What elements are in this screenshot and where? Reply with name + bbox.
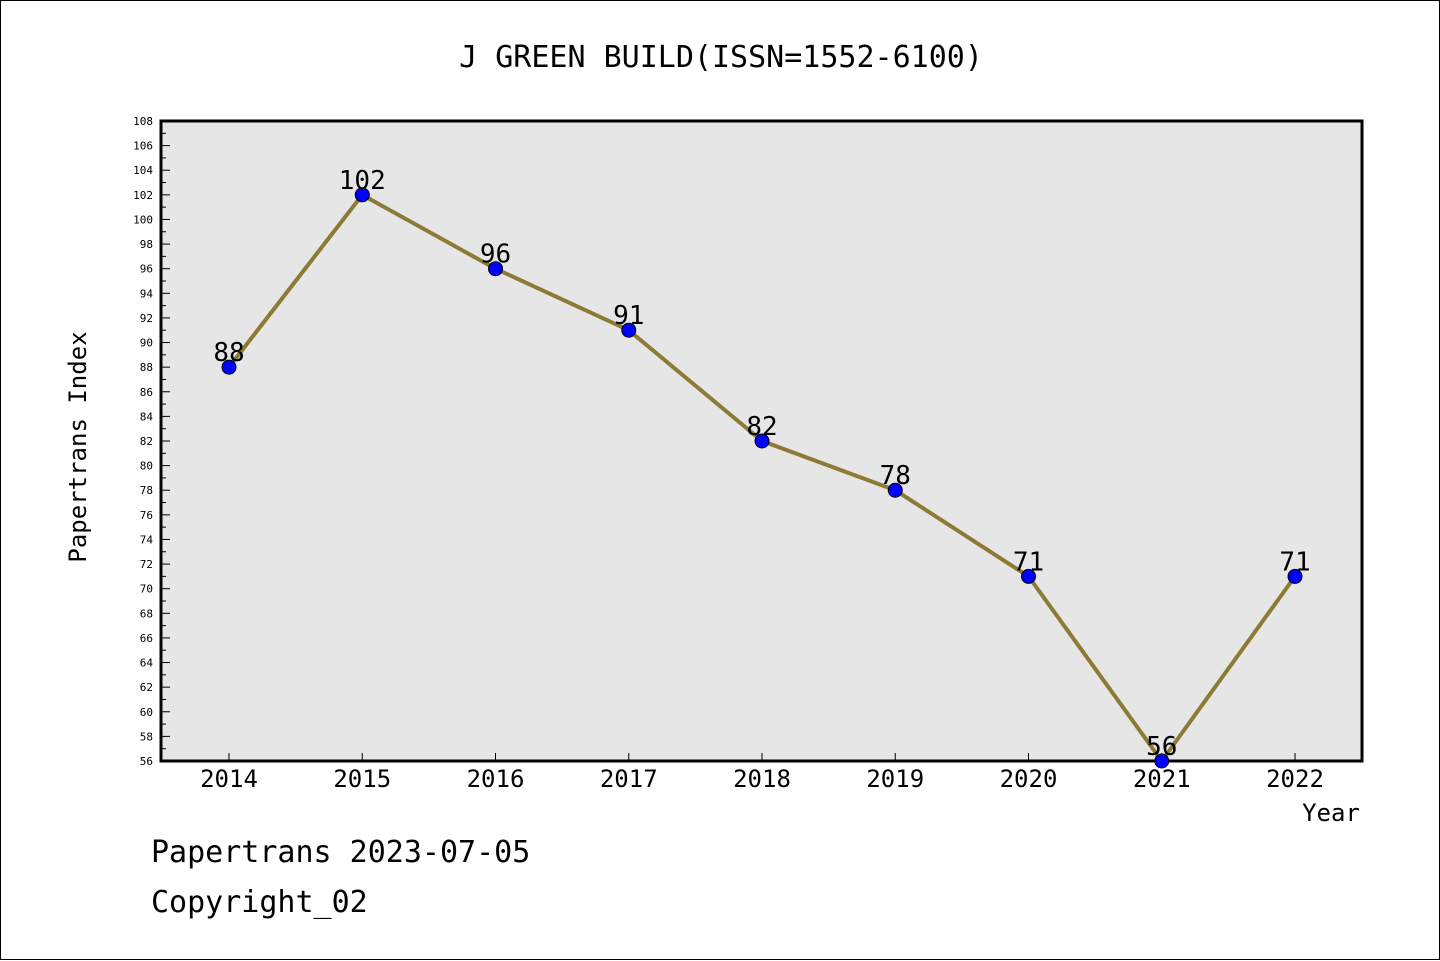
y-tick-label: 56 xyxy=(140,755,153,768)
y-tick-label: 66 xyxy=(140,632,153,645)
y-tick-label: 92 xyxy=(140,312,153,325)
y-tick-label: 102 xyxy=(133,189,153,202)
data-point xyxy=(221,359,237,375)
x-axis-label: Year xyxy=(1302,799,1360,827)
x-tick-label: 2015 xyxy=(333,765,391,793)
data-label: 82 xyxy=(746,412,777,442)
data-label: 71 xyxy=(1279,547,1310,577)
data-label: 71 xyxy=(1013,547,1044,577)
y-tick-label: 68 xyxy=(140,607,153,620)
data-point xyxy=(354,187,370,203)
data-label: 56 xyxy=(1146,732,1177,762)
x-tick-label: 2016 xyxy=(467,765,525,793)
data-point xyxy=(1021,568,1036,584)
y-tick-label: 100 xyxy=(133,213,153,226)
y-tick-label: 76 xyxy=(140,509,153,522)
y-tick-label: 94 xyxy=(140,287,154,300)
y-tick-label: 98 xyxy=(140,238,153,251)
footer-copyright: Copyright_02 xyxy=(151,885,368,920)
x-tick-label: 2014 xyxy=(200,765,258,793)
footer-date: Papertrans 2023-07-05 xyxy=(151,835,531,870)
y-tick-label: 80 xyxy=(140,460,153,473)
y-tick-label: 64 xyxy=(140,657,154,670)
data-point xyxy=(488,261,503,277)
x-tick-label: 2019 xyxy=(866,765,924,793)
y-tick-label: 60 xyxy=(140,706,153,719)
x-tick-label: 2018 xyxy=(733,765,791,793)
y-tick-label: 82 xyxy=(140,435,153,448)
chart-title: J GREEN BUILD(ISSN=1552-6100) xyxy=(459,40,983,75)
y-tick-label: 86 xyxy=(140,386,153,399)
y-tick-label: 108 xyxy=(133,115,153,128)
data-point xyxy=(1287,568,1303,584)
x-tick-label: 2017 xyxy=(600,765,658,793)
y-tick-label: 90 xyxy=(140,337,153,350)
y-axis-label: Papertrans Index xyxy=(64,331,92,562)
data-label: 88 xyxy=(213,338,244,368)
y-tick-label: 74 xyxy=(140,533,154,546)
y-tick-label: 84 xyxy=(140,410,154,423)
data-point xyxy=(754,433,770,449)
data-label: 102 xyxy=(339,166,386,196)
x-tick-label: 2022 xyxy=(1266,765,1324,793)
data-label: 91 xyxy=(613,301,644,331)
data-label: 96 xyxy=(480,240,511,270)
y-tick-label: 72 xyxy=(140,558,153,571)
y-tick-label: 104 xyxy=(133,164,153,177)
data-label: 78 xyxy=(880,461,911,491)
y-tick-label: 78 xyxy=(140,484,153,497)
data-point xyxy=(887,482,903,498)
x-tick-label: 2021 xyxy=(1133,765,1191,793)
y-tick-label: 106 xyxy=(133,140,153,153)
y-tick-label: 96 xyxy=(140,263,153,276)
data-point xyxy=(621,322,637,338)
y-tick-label: 58 xyxy=(140,730,153,743)
y-tick-label: 62 xyxy=(140,681,153,694)
y-tick-label: 88 xyxy=(140,361,153,374)
y-tick-label: 70 xyxy=(140,583,153,596)
data-point xyxy=(1154,753,1170,769)
x-tick-label: 2020 xyxy=(1000,765,1058,793)
